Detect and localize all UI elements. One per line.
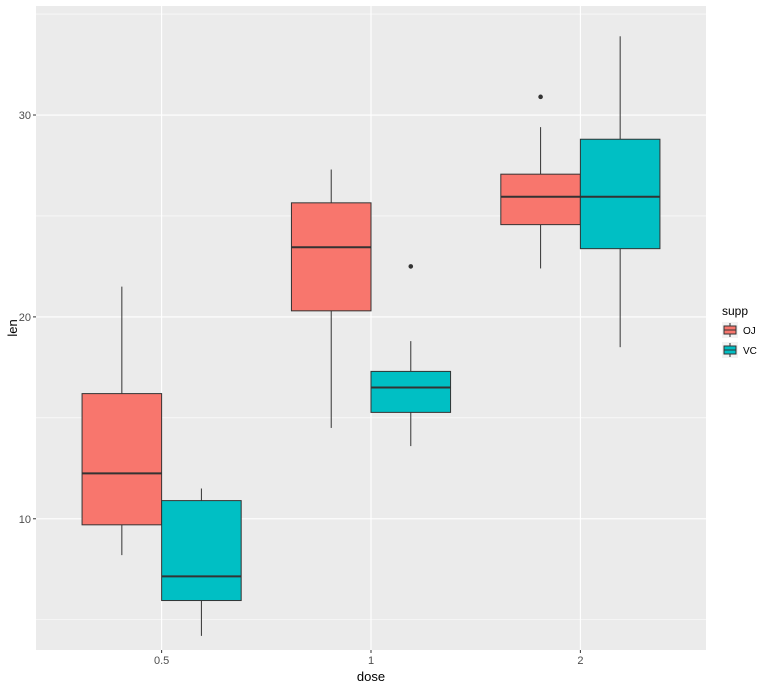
x-axis: 0.5 1 2	[154, 650, 583, 667]
legend-label-OJ: OJ	[743, 326, 756, 337]
y-tick-label: 20	[19, 312, 31, 324]
box-iqr	[500, 173, 581, 226]
x-tick-label: 1	[368, 655, 374, 667]
box-iqr	[579, 138, 661, 250]
y-axis-title: len	[5, 319, 20, 336]
box-VC-0.5	[161, 488, 242, 636]
box-OJ-1	[290, 169, 372, 428]
legend-key-OJ	[722, 322, 738, 338]
box-series	[81, 36, 661, 636]
box-iqr	[370, 370, 452, 413]
legend-title: supp	[722, 304, 748, 318]
outlier-point	[538, 94, 543, 100]
y-tick-label: 30	[19, 110, 31, 122]
box-OJ-0.5	[81, 286, 163, 556]
legend-key-VC	[722, 342, 738, 358]
legend-label-VC: VC	[743, 346, 757, 357]
outlier-point	[408, 264, 414, 269]
x-axis-title: dose	[357, 669, 385, 684]
x-tick-label: 0.5	[154, 655, 169, 667]
box-VC-2	[579, 36, 661, 348]
legend: supp OJ VC	[722, 304, 757, 358]
box-iqr	[290, 202, 372, 312]
box-VC-1	[370, 264, 452, 447]
box-OJ-2	[500, 94, 581, 269]
y-axis: 10 20 30	[19, 110, 36, 526]
y-tick-label: 10	[19, 514, 31, 526]
box-iqr	[81, 393, 163, 526]
x-tick-label: 2	[577, 655, 583, 667]
box-iqr	[161, 500, 242, 602]
